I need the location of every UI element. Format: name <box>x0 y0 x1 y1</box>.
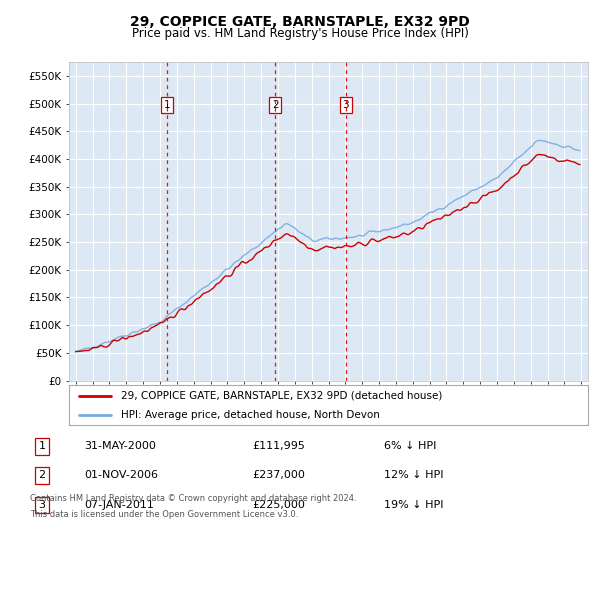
Text: 3: 3 <box>343 100 349 110</box>
Text: 19% ↓ HPI: 19% ↓ HPI <box>384 500 443 510</box>
Text: HPI: Average price, detached house, North Devon: HPI: Average price, detached house, Nort… <box>121 410 380 419</box>
Text: Contains HM Land Registry data © Crown copyright and database right 2024.: Contains HM Land Registry data © Crown c… <box>30 494 356 503</box>
Text: 31-MAY-2000: 31-MAY-2000 <box>84 441 156 451</box>
Text: Price paid vs. HM Land Registry's House Price Index (HPI): Price paid vs. HM Land Registry's House … <box>131 27 469 40</box>
Text: 07-JAN-2011: 07-JAN-2011 <box>84 500 154 510</box>
Text: 2: 2 <box>272 100 278 110</box>
Text: 2: 2 <box>38 470 46 480</box>
Text: 1: 1 <box>38 441 46 451</box>
Text: £237,000: £237,000 <box>252 470 305 480</box>
Text: £111,995: £111,995 <box>252 441 305 451</box>
Text: 12% ↓ HPI: 12% ↓ HPI <box>384 470 443 480</box>
Text: 1: 1 <box>164 100 170 110</box>
Text: £225,000: £225,000 <box>252 500 305 510</box>
Text: This data is licensed under the Open Government Licence v3.0.: This data is licensed under the Open Gov… <box>30 510 298 519</box>
Text: 3: 3 <box>38 500 46 510</box>
Text: 29, COPPICE GATE, BARNSTAPLE, EX32 9PD (detached house): 29, COPPICE GATE, BARNSTAPLE, EX32 9PD (… <box>121 391 442 401</box>
Text: 01-NOV-2006: 01-NOV-2006 <box>84 470 158 480</box>
Text: 29, COPPICE GATE, BARNSTAPLE, EX32 9PD: 29, COPPICE GATE, BARNSTAPLE, EX32 9PD <box>130 15 470 29</box>
Text: 6% ↓ HPI: 6% ↓ HPI <box>384 441 436 451</box>
